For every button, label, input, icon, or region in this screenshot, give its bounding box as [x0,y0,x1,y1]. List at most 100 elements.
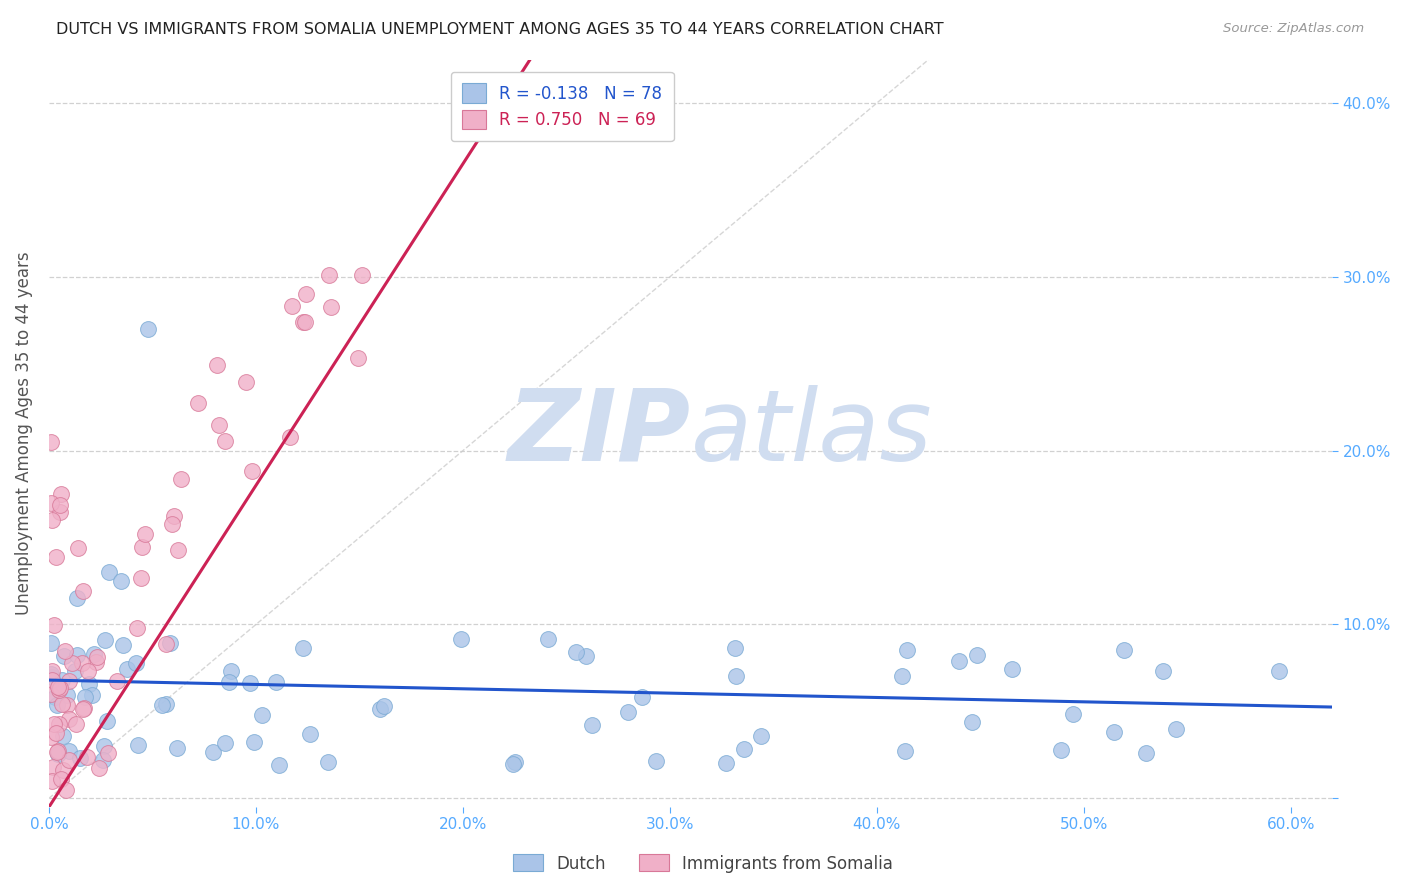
Point [1062,706,1084,721]
Text: Source: ZipAtlas.com: Source: ZipAtlas.com [1223,22,1364,36]
Point [73,701,96,715]
Point [48,681,70,695]
Point [58,673,80,688]
Point [49,487,72,501]
Point [127,738,149,752]
Point [46,698,69,713]
Point [39,687,62,701]
Point [316,755,339,769]
Point [214,434,236,448]
Point [41,496,63,510]
Point [630,690,652,704]
Point [105,673,128,688]
Point [218,674,240,689]
Point [39,636,62,650]
Point [45,549,67,564]
Point [966,648,988,663]
Point [131,541,153,555]
Point [41,664,63,678]
Point [41,670,63,684]
Point [49,498,72,512]
Point [1135,746,1157,760]
Point [295,287,318,301]
Point [346,351,368,366]
Point [51,772,73,786]
Point [264,674,287,689]
Point [84,655,107,669]
Point [155,698,177,712]
Point [44,690,66,704]
Point [214,736,236,750]
Point [136,322,159,336]
Point [77,665,100,679]
Point [48,717,70,731]
Point [110,574,132,588]
Point [41,773,63,788]
Point [69,751,91,765]
Point [1268,664,1291,678]
Point [644,754,666,768]
Point [150,698,173,712]
Point [896,643,918,657]
Point [127,622,149,636]
Point [281,299,304,313]
Point [159,636,181,650]
Point [96,714,118,729]
Point [450,632,472,646]
Point [201,745,224,759]
Point [55,782,77,797]
Point [187,396,209,410]
Point [373,698,395,713]
Point [751,729,773,743]
Point [48,680,70,694]
Point [155,637,177,651]
Point [291,641,314,656]
Point [46,747,69,762]
Point [39,730,62,744]
Point [294,315,316,329]
Point [76,750,98,764]
Point [49,504,72,518]
Point [368,702,391,716]
Point [39,434,62,449]
Point [48,683,70,698]
Point [1166,722,1188,736]
Point [503,756,526,770]
Point [66,591,89,606]
Point [52,729,75,743]
Point [131,571,153,585]
Point [581,718,603,732]
Point [96,746,118,760]
Point [93,753,115,767]
Text: DUTCH VS IMMIGRANTS FROM SOMALIA UNEMPLOYMENT AMONG AGES 35 TO 44 YEARS CORRELAT: DUTCH VS IMMIGRANTS FROM SOMALIA UNEMPLO… [56,22,943,37]
Point [63,664,86,678]
Point [235,376,257,390]
Point [65,717,87,731]
Point [42,618,65,632]
Point [46,744,69,758]
Point [1001,662,1024,676]
Point [111,638,134,652]
Point [278,430,301,444]
Point [893,744,915,758]
Point [240,464,263,478]
Point [319,300,342,314]
Point [1050,743,1073,757]
Point [291,315,314,329]
Point [56,698,79,712]
Text: ZIP: ZIP [508,384,690,482]
Point [55,688,77,702]
Point [45,726,67,740]
Legend: Dutch, Immigrants from Somalia: Dutch, Immigrants from Somalia [506,847,900,880]
Point [1102,724,1125,739]
Point [51,673,73,688]
Point [70,656,93,670]
Legend: R = -0.138   N = 78, R = 0.750   N = 69: R = -0.138 N = 78, R = 0.750 N = 69 [451,71,673,141]
Point [163,508,186,523]
Point [948,654,970,668]
Point [208,417,231,432]
Point [62,656,84,670]
Point [115,662,138,676]
Point [58,712,80,726]
Point [53,644,76,658]
